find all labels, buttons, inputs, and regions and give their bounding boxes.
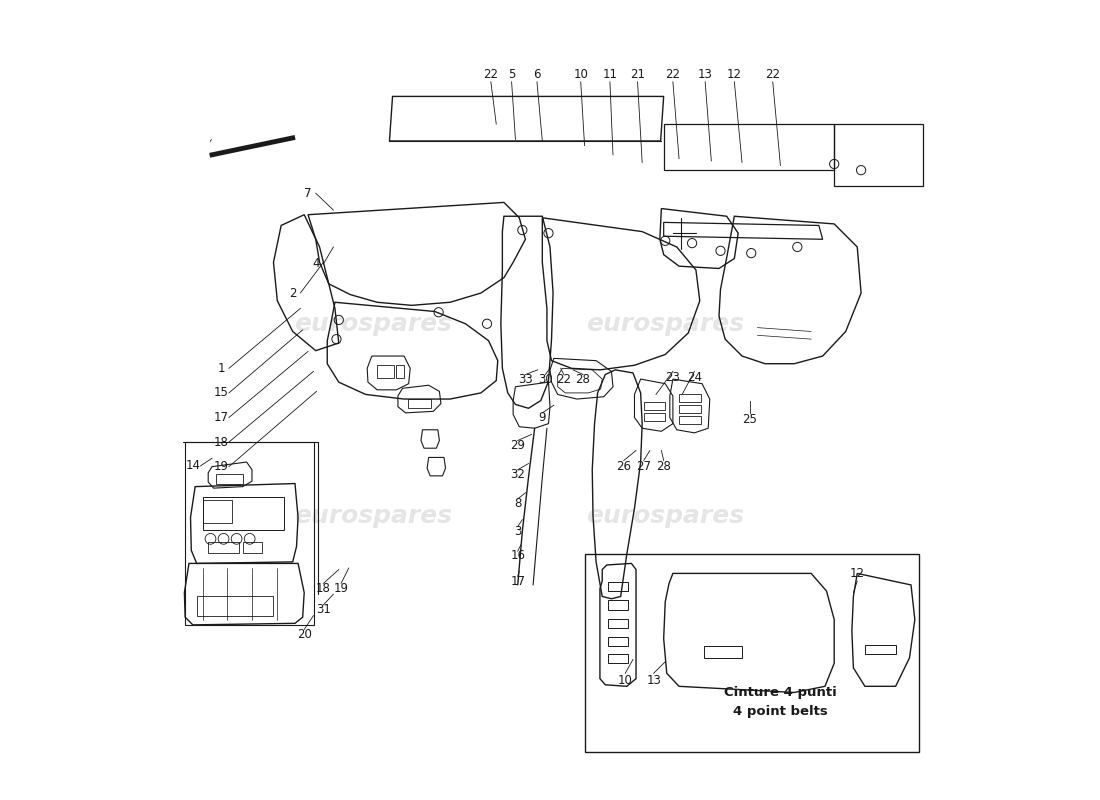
Text: 4 point belts: 4 point belts bbox=[733, 705, 828, 718]
Text: 16: 16 bbox=[510, 550, 525, 562]
Text: 33: 33 bbox=[518, 373, 532, 386]
Text: 17: 17 bbox=[510, 574, 525, 587]
Bar bbox=[679, 394, 701, 402]
Bar bbox=[679, 405, 701, 413]
Bar bbox=[608, 637, 628, 646]
Text: 14: 14 bbox=[185, 459, 200, 472]
Bar bbox=[679, 416, 701, 424]
Text: 27: 27 bbox=[636, 460, 651, 473]
Bar bbox=[208, 542, 239, 553]
Polygon shape bbox=[212, 111, 306, 154]
Text: 9: 9 bbox=[539, 411, 546, 424]
Text: 11: 11 bbox=[603, 68, 617, 81]
Text: 10: 10 bbox=[573, 68, 588, 81]
Bar bbox=[584, 554, 918, 752]
Bar bbox=[197, 597, 274, 616]
Bar bbox=[243, 542, 262, 553]
Text: 30: 30 bbox=[538, 373, 553, 386]
Bar bbox=[185, 442, 315, 625]
Text: 12: 12 bbox=[727, 68, 741, 81]
Text: 10: 10 bbox=[618, 674, 632, 687]
Text: 17: 17 bbox=[213, 411, 229, 424]
Text: 18: 18 bbox=[316, 582, 331, 594]
Text: 13: 13 bbox=[697, 68, 713, 81]
Bar bbox=[216, 474, 243, 483]
Bar bbox=[396, 366, 404, 378]
Text: 6: 6 bbox=[534, 68, 541, 81]
Text: eurospares: eurospares bbox=[295, 504, 452, 528]
Bar bbox=[644, 402, 666, 410]
Bar bbox=[644, 413, 666, 421]
Bar bbox=[704, 646, 742, 658]
Text: 21: 21 bbox=[630, 68, 645, 81]
Text: 22: 22 bbox=[666, 68, 681, 81]
Text: 22: 22 bbox=[557, 373, 571, 386]
Bar bbox=[608, 582, 628, 591]
Bar bbox=[202, 498, 284, 530]
Bar bbox=[608, 618, 628, 628]
Text: 22: 22 bbox=[766, 68, 780, 81]
Text: 12: 12 bbox=[849, 567, 865, 580]
Text: 25: 25 bbox=[742, 413, 757, 426]
Text: 28: 28 bbox=[575, 373, 591, 386]
Text: 1: 1 bbox=[218, 362, 226, 375]
Text: 7: 7 bbox=[305, 186, 311, 200]
Text: 31: 31 bbox=[316, 603, 331, 616]
Text: 26: 26 bbox=[616, 460, 631, 473]
Text: 23: 23 bbox=[666, 371, 680, 384]
Bar bbox=[865, 645, 895, 654]
Text: 2: 2 bbox=[289, 286, 296, 299]
Bar bbox=[608, 600, 628, 610]
Text: 13: 13 bbox=[647, 674, 661, 687]
Text: 32: 32 bbox=[510, 468, 525, 481]
Text: 4: 4 bbox=[312, 258, 319, 270]
Bar bbox=[377, 366, 394, 378]
Text: 19: 19 bbox=[333, 582, 349, 594]
Bar bbox=[608, 654, 628, 663]
Text: 28: 28 bbox=[657, 460, 671, 473]
Bar bbox=[202, 501, 232, 523]
Text: 15: 15 bbox=[213, 386, 229, 399]
Text: 5: 5 bbox=[508, 68, 515, 81]
Text: eurospares: eurospares bbox=[586, 504, 745, 528]
Text: Cinture 4 punti: Cinture 4 punti bbox=[724, 686, 837, 699]
Text: 19: 19 bbox=[213, 460, 229, 473]
Text: 8: 8 bbox=[514, 497, 521, 510]
Text: 20: 20 bbox=[297, 627, 311, 641]
Bar bbox=[408, 399, 431, 408]
Text: 3: 3 bbox=[514, 525, 521, 538]
Text: 24: 24 bbox=[686, 371, 702, 384]
Text: eurospares: eurospares bbox=[586, 312, 745, 336]
Text: eurospares: eurospares bbox=[295, 312, 452, 336]
Text: 18: 18 bbox=[213, 435, 229, 449]
Text: 22: 22 bbox=[483, 68, 498, 81]
Text: 29: 29 bbox=[510, 438, 525, 452]
